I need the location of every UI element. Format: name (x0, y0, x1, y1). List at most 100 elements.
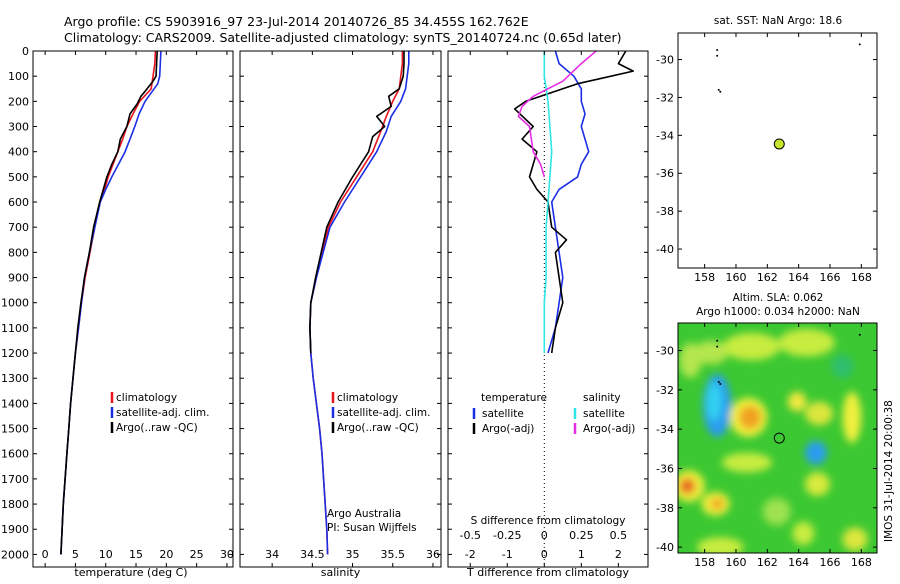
depth-tick-label-17: 1700 (1, 473, 29, 486)
sla-map-ytick-label-2: -34 (656, 423, 674, 436)
sla-map-panel: 158 160 162 164 166 168 -30 -32 -34 -36 -38 -40 Alti… (656, 292, 878, 569)
depth-tick-label-12: 1200 (1, 347, 29, 360)
salinity-frame (239, 50, 442, 568)
sla-map-ytick-label-5: -40 (656, 541, 674, 554)
temperature-xlabel: temperature (deg C) (74, 566, 187, 579)
temperature-panel: 0100200300400500600700800900100011001200… (1, 45, 234, 579)
sla-map-ytick-label-0: -30 (656, 345, 674, 358)
temperature-xtick-label-4: 20 (159, 548, 173, 561)
difference-series-line-0 (547, 51, 590, 354)
sst-map-obs-point-3 (719, 90, 722, 93)
sla-blob-group (678, 328, 868, 553)
difference-xtick-label-3: 1 (578, 548, 585, 561)
depth-tick-label-4: 400 (8, 146, 29, 159)
difference-top-tick-label-3: 0.25 (569, 529, 594, 542)
sla-map-xtick-label-5: 168 (851, 556, 872, 569)
sla-map-xtick-label-4: 166 (819, 556, 840, 569)
temperature-series-line-0 (60, 51, 157, 555)
temperature-xtick-label-6: 30 (220, 548, 234, 561)
header-line-2: Climatology: CARS2009. Satellite-adjuste… (64, 30, 621, 45)
salinity-xtick-label-1: 34.5 (300, 548, 325, 561)
sst-map-obs-point-0 (716, 49, 719, 52)
sla-blob-16 (679, 478, 696, 495)
depth-tick-label-14: 1400 (1, 397, 29, 410)
depth-tick-label-9: 900 (8, 272, 29, 285)
depth-tick-label-10: 1000 (1, 297, 29, 310)
difference-legend-label-0: satellite (482, 408, 524, 420)
sst-map-ytick-label-1: -32 (656, 91, 674, 104)
sla-map-ytick-label-4: -38 (656, 502, 674, 515)
salinity-panel: 34 34.5 35 35.5 36 salinity climatology satelli… (239, 50, 442, 579)
sla-blob-1 (706, 381, 722, 422)
sla-blob-21 (842, 527, 868, 552)
salinity-xtick-label-3: 35.5 (381, 548, 406, 561)
sla-map-obs-point-3 (719, 382, 722, 385)
sla-map-ytick-label-1: -32 (656, 384, 674, 397)
sla-blob-6 (831, 354, 854, 379)
sla-blob-22 (696, 537, 744, 553)
sst-map-ytick-label-4: -38 (656, 205, 674, 218)
sla-blob-10 (804, 401, 834, 426)
depth-tick-label-1: 100 (8, 70, 29, 83)
difference-xtick-label-2: 0 (541, 548, 548, 561)
difference-series-group (513, 51, 635, 354)
sst-map-obs-point-1 (716, 54, 719, 57)
depth-tick-label-6: 600 (8, 196, 29, 209)
sla-map-frame (677, 322, 878, 554)
sla-map-content (678, 323, 877, 553)
difference-legend-label-1: Argo(-adj) (482, 423, 534, 435)
difference-series-line-1 (513, 51, 635, 354)
salinity-series-line-1 (309, 51, 410, 555)
temperature-series-line-1 (60, 51, 162, 555)
difference-top-tick-label-1: -0.25 (493, 529, 521, 542)
salinity-legend-label-1: satellite-adj. clim. (337, 407, 430, 419)
sst-map-ytick-label-0: -30 (656, 54, 674, 67)
depth-tick-label-3: 300 (8, 121, 29, 134)
salinity-legend-label-0: climatology (337, 392, 398, 404)
sla-map-xtick-label-3: 164 (788, 556, 809, 569)
sla-blob-19 (762, 497, 791, 526)
salinity-series-line-2 (309, 51, 405, 354)
sla-blob-4 (723, 332, 780, 361)
sla-map-xtick-label-2: 162 (757, 556, 778, 569)
depth-tick-label-2: 200 (8, 95, 29, 108)
difference-top-tick-label-4: 0.5 (610, 529, 628, 542)
annotation-argo-australia: Argo Australia (327, 508, 401, 520)
depth-tick-label-20: 2000 (1, 548, 29, 561)
sst-map-xtick-label-1: 160 (725, 271, 746, 284)
difference-legend-label-3: Argo(-adj) (583, 423, 635, 435)
difference-xlabel: T difference from climatology (466, 566, 629, 579)
sst-map-title: sat. SST: NaN Argo: 18.6 (714, 15, 843, 27)
difference-xtick-label-0: -2 (465, 548, 476, 561)
sla-map-obs-point-4 (858, 333, 861, 336)
side-timestamp: IMOS 31-Jul-2014 20:00:38 (883, 400, 895, 542)
sst-map-obs-point-4 (858, 43, 861, 46)
sst-map-ytick-label-5: -40 (656, 243, 674, 256)
sla-map-obs-point-1 (716, 345, 719, 348)
depth-tick-label-5: 500 (8, 171, 29, 184)
sst-map-xtick-label-3: 164 (788, 271, 809, 284)
temperature-series-group (60, 51, 162, 555)
temperature-xtick-label-0: 0 (42, 548, 49, 561)
sla-map-obs-point-0 (716, 339, 719, 342)
sst-map-ytick-label-3: -36 (656, 167, 674, 180)
sla-map-title-line-1: Altim. SLA: 0.062 (733, 292, 824, 304)
sst-map-content (716, 43, 861, 150)
sla-blob-9 (787, 391, 807, 412)
depth-tick-label-16: 1600 (1, 448, 29, 461)
salinity-xlabel: salinity (321, 566, 361, 579)
sla-blob-20 (792, 521, 815, 546)
sst-map-panel: 158 160 162 164 166 168 -30 -32 -34 -36 -38 -40 sat.… (656, 15, 878, 284)
temperature-series-line-2 (60, 51, 158, 555)
salinity-legend-label-2: Argo(..raw -QC) (337, 422, 419, 434)
sla-blob-8 (739, 405, 762, 430)
depth-tick-label-11: 1100 (1, 322, 29, 335)
temperature-legend-label-2: Argo(..raw -QC) (116, 422, 198, 434)
sla-map-obs-point-2 (717, 380, 720, 383)
depth-tick-label-0: 0 (22, 45, 29, 58)
temperature-legend-label-1: satellite-adj. clim. (116, 407, 209, 419)
temperature-legend-label-0: climatology (116, 392, 177, 404)
sst-map-argo-marker (773, 138, 785, 150)
difference-top-tick-label-0: -0.5 (459, 529, 480, 542)
